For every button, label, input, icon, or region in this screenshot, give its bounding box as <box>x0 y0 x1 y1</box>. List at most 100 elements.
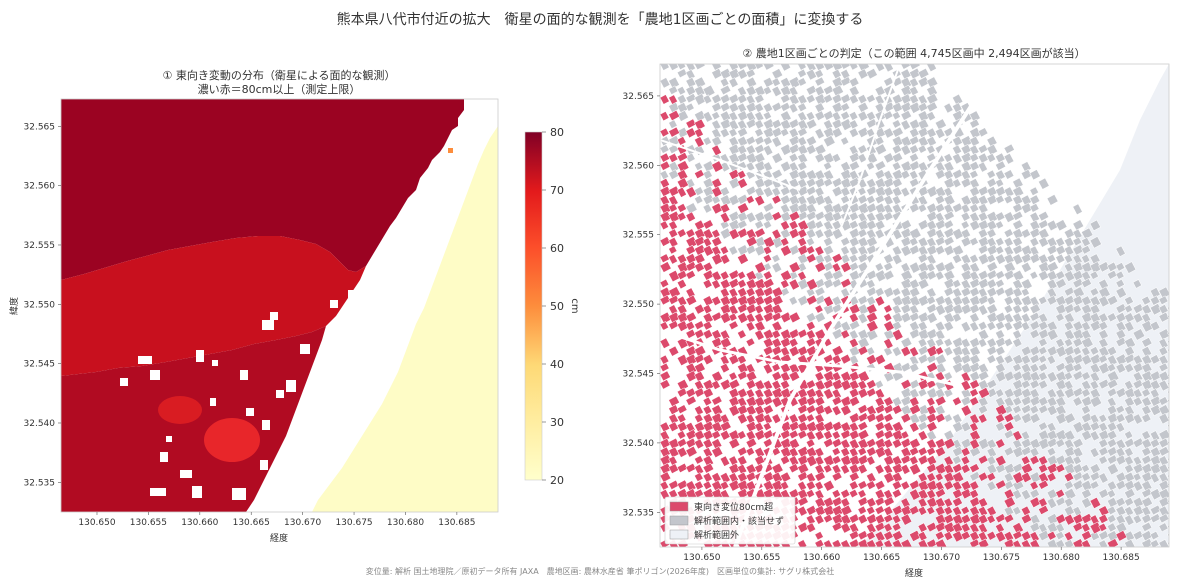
parcel-not-matching <box>969 253 979 264</box>
parcel-not-matching <box>694 76 707 89</box>
parcel-not-matching <box>1020 354 1032 365</box>
parcel-not-matching <box>737 93 748 105</box>
parcel-not-matching <box>952 144 963 156</box>
parcel-matching <box>814 480 824 491</box>
parcel-not-matching <box>1063 371 1074 381</box>
parcel-matching <box>797 404 809 415</box>
parcel-matching <box>969 496 981 508</box>
parcel-not-matching <box>926 312 938 324</box>
parcel-matching <box>943 480 954 491</box>
parcel-not-matching <box>1072 295 1084 307</box>
parcel-not-matching <box>728 102 740 113</box>
colorbar <box>524 131 543 481</box>
parcel-not-matching <box>1132 462 1145 475</box>
parcel-not-matching <box>1029 303 1041 315</box>
parcel-not-matching <box>969 361 982 373</box>
parcel-not-matching <box>934 118 947 131</box>
parcel-not-matching <box>1106 269 1118 280</box>
parcel-not-matching <box>986 438 997 450</box>
parcel-matching <box>823 353 834 364</box>
parcel-not-matching <box>977 269 989 281</box>
parcel-not-matching <box>1038 295 1048 305</box>
parcel-not-matching <box>986 354 997 365</box>
parcel-not-matching <box>917 388 928 398</box>
parcel-not-matching <box>986 379 998 390</box>
y-tick-label: 32.545 <box>623 370 655 380</box>
parcel-matching <box>702 219 714 230</box>
parcel-matching <box>702 228 714 241</box>
parcel-matching <box>805 379 816 390</box>
x-tick-label: 130.660 <box>181 518 218 528</box>
parcel-matching <box>883 522 893 533</box>
parcel-matching <box>685 387 697 398</box>
parcel-matching <box>754 320 766 333</box>
parcel-not-matching <box>1020 321 1031 332</box>
parcel-not-matching <box>977 228 989 239</box>
parcel-not-matching <box>1115 245 1126 257</box>
parcel-not-matching <box>1098 455 1108 465</box>
parcel-not-matching <box>771 101 783 112</box>
parcel-not-matching <box>900 219 912 231</box>
parcel-not-matching <box>737 193 749 205</box>
parcel-matching <box>848 395 861 407</box>
parcel-matching <box>874 480 886 491</box>
parcel-matching <box>866 438 877 448</box>
parcel-not-matching <box>1029 186 1039 196</box>
parcel-not-matching <box>831 153 842 163</box>
parcel-not-matching <box>814 286 826 297</box>
parcel-matching <box>891 504 904 516</box>
parcel-matching <box>960 371 972 383</box>
heatmap-panel: ① 東向き変動の分布（衛星による面的な観測） 濃い赤＝80cm以上（測定上限） <box>8 68 580 544</box>
parcel-matching <box>762 286 775 298</box>
parcel-not-matching <box>1098 413 1108 424</box>
parcel-matching <box>702 438 714 450</box>
parcel-not-matching <box>1158 522 1169 533</box>
parcel-not-matching <box>1029 169 1041 181</box>
parcel-not-matching <box>711 93 722 105</box>
y-tick-label: 32.560 <box>623 161 655 171</box>
parcel-not-matching <box>1149 379 1161 391</box>
parcel-not-matching <box>883 346 893 357</box>
parcel-matching <box>685 244 696 256</box>
parcel-not-matching <box>1124 488 1136 500</box>
parcel-not-matching <box>917 278 930 290</box>
parcel-matching <box>1038 504 1049 515</box>
parcel-not-matching <box>1141 513 1152 524</box>
parcel-matching <box>737 430 747 440</box>
parcel-not-matching <box>797 102 808 113</box>
parcel-matching <box>848 370 860 382</box>
parcel-not-matching <box>1124 362 1135 374</box>
parcel-not-matching <box>960 286 972 298</box>
parcel-matching <box>754 194 766 207</box>
parcel-not-matching <box>1003 236 1014 248</box>
parcel-matching <box>668 236 679 248</box>
parcel-not-matching <box>934 202 946 214</box>
parcel-matching <box>840 438 851 450</box>
parcel-not-matching <box>891 119 902 129</box>
parcel-not-matching <box>771 136 783 148</box>
parcel-not-matching <box>788 295 798 306</box>
parcel-not-matching <box>762 136 773 146</box>
parcel-matching <box>986 505 997 517</box>
parcel-not-matching <box>1081 404 1091 415</box>
parcel-not-matching <box>1149 320 1161 332</box>
parcel-matching <box>668 463 679 474</box>
parcel-not-matching <box>1106 438 1118 448</box>
parcel-matching <box>788 337 799 348</box>
parcel-not-matching <box>1141 454 1152 465</box>
parcel-not-matching <box>711 195 721 205</box>
parcel-not-matching <box>823 64 835 71</box>
parcel-not-matching <box>831 303 843 314</box>
parcel-matching <box>977 471 989 482</box>
parcel-not-matching <box>891 161 902 171</box>
parcel-matching <box>840 277 852 289</box>
parcel-matching <box>694 405 704 416</box>
parcel-not-matching <box>934 270 945 281</box>
parcel-not-matching <box>771 168 783 180</box>
parcel-matching <box>960 463 971 474</box>
parcel-matching <box>831 489 841 499</box>
parcel-matching <box>762 236 776 249</box>
parcel-matching <box>934 472 944 482</box>
parcel-not-matching <box>668 169 680 180</box>
parcel-matching <box>711 236 723 248</box>
